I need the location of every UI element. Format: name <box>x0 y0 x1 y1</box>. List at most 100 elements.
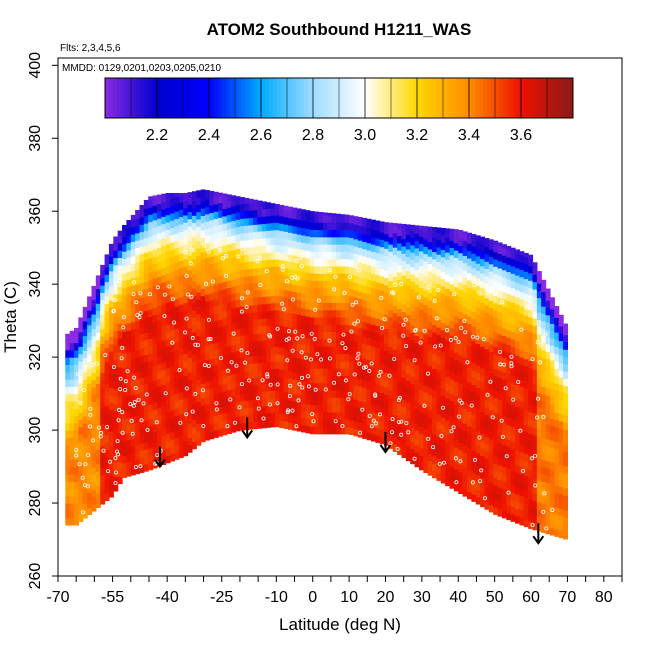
colorbar-segment <box>194 78 200 118</box>
heatmap-cell <box>78 324 84 333</box>
heatmap-cell <box>174 276 180 285</box>
heatmap-cell <box>405 402 411 411</box>
sample-point <box>439 433 444 438</box>
sample-point <box>231 331 236 336</box>
heatmap-cell <box>261 289 267 297</box>
heatmap-cell <box>292 327 298 336</box>
heatmap-cell <box>480 455 486 464</box>
heatmap-cell <box>397 337 403 346</box>
heatmap-cell <box>231 278 237 287</box>
y-tick-label: 380 <box>27 125 44 152</box>
heatmap-cell <box>191 368 197 377</box>
heatmap-cell <box>130 365 136 374</box>
heatmap-cell <box>458 230 464 232</box>
heatmap-cell <box>314 236 320 245</box>
heatmap-cell <box>545 288 551 294</box>
heatmap-cell <box>183 382 189 391</box>
heatmap-cell <box>322 273 328 282</box>
heatmap-cell <box>292 262 298 271</box>
heatmap-cell <box>314 382 320 391</box>
x-tick-label: 40 <box>449 589 467 606</box>
colorbar-segment <box>222 78 227 118</box>
heatmap-cell <box>545 314 551 323</box>
heatmap-cell <box>432 368 438 377</box>
heatmap-cell <box>314 426 320 435</box>
heatmap-cell <box>222 237 228 246</box>
heatmap-cell <box>309 236 315 245</box>
heatmap-cell <box>314 251 320 260</box>
sample-point <box>462 318 467 323</box>
colorbar-segment <box>393 78 398 118</box>
sample-point <box>190 335 195 340</box>
heatmap-cell <box>375 223 381 232</box>
heatmap-cell <box>349 324 355 333</box>
sample-point <box>138 464 143 469</box>
heatmap-cell <box>357 312 363 321</box>
heatmap-cell <box>327 295 333 304</box>
heatmap-cell <box>331 214 337 223</box>
heatmap-cell <box>545 336 551 345</box>
heatmap-cell <box>536 385 542 393</box>
heatmap-cell <box>170 402 176 411</box>
heatmap-cell <box>200 281 206 289</box>
heatmap-cell <box>519 451 525 460</box>
heatmap-cell <box>279 420 285 429</box>
heatmap-cell <box>515 326 520 334</box>
heatmap-cell <box>410 339 416 348</box>
heatmap-cell <box>82 415 88 424</box>
heatmap-cell <box>532 398 538 407</box>
heatmap-cell <box>148 425 154 434</box>
heatmap-cell <box>515 471 520 480</box>
heatmap-cell <box>196 415 202 424</box>
heatmap-cell <box>340 338 346 347</box>
heatmap-cell <box>95 441 101 450</box>
heatmap-cell <box>117 337 123 346</box>
heatmap-cell <box>257 238 263 247</box>
heatmap-cell <box>549 520 555 529</box>
sample-point <box>77 462 82 467</box>
heatmap-cell <box>362 285 368 294</box>
heatmap-cell <box>126 388 132 397</box>
heatmap-cell <box>554 485 560 494</box>
heatmap-cell <box>309 214 315 223</box>
heatmap-cell <box>200 266 206 275</box>
heatmap-cell <box>143 295 149 304</box>
heatmap-cell <box>541 284 547 293</box>
heatmap-cell <box>213 371 219 380</box>
heatmap-cell <box>523 409 529 418</box>
sample-point <box>481 337 486 342</box>
heatmap-cell <box>554 419 560 428</box>
heatmap-cell <box>261 420 267 429</box>
heatmap-cell <box>336 331 341 340</box>
heatmap-cell <box>384 277 389 286</box>
heatmap-cell <box>74 437 79 446</box>
heatmap-cell <box>353 304 359 313</box>
heatmap-cell <box>126 293 132 302</box>
sample-point <box>459 400 464 405</box>
heatmap-cell <box>314 265 320 274</box>
heatmap-cell <box>170 300 176 309</box>
heatmap-cell <box>397 228 403 237</box>
heatmap-cell <box>165 389 171 398</box>
heatmap-cell <box>65 386 71 395</box>
heatmap-cell <box>322 375 328 384</box>
heatmap-cell <box>436 407 442 416</box>
heatmap-cell <box>200 419 206 428</box>
heatmap-cell <box>349 222 355 231</box>
heatmap-cell <box>331 360 337 369</box>
heatmap-cell <box>283 391 289 400</box>
heatmap-cell <box>410 230 416 239</box>
heatmap-cell <box>165 448 171 456</box>
heatmap-cell <box>296 292 302 301</box>
heatmap-cell <box>279 303 285 312</box>
heatmap-cell <box>331 368 337 376</box>
heatmap-cell <box>379 436 385 445</box>
heatmap-cell <box>327 317 333 325</box>
heatmap-cell <box>506 402 512 411</box>
heatmap-cell <box>471 311 477 320</box>
sample-point <box>434 316 439 321</box>
heatmap-cell <box>222 405 228 414</box>
heatmap-cell <box>104 390 110 399</box>
heatmap-cell <box>161 193 167 196</box>
heatmap-cell <box>187 371 193 380</box>
